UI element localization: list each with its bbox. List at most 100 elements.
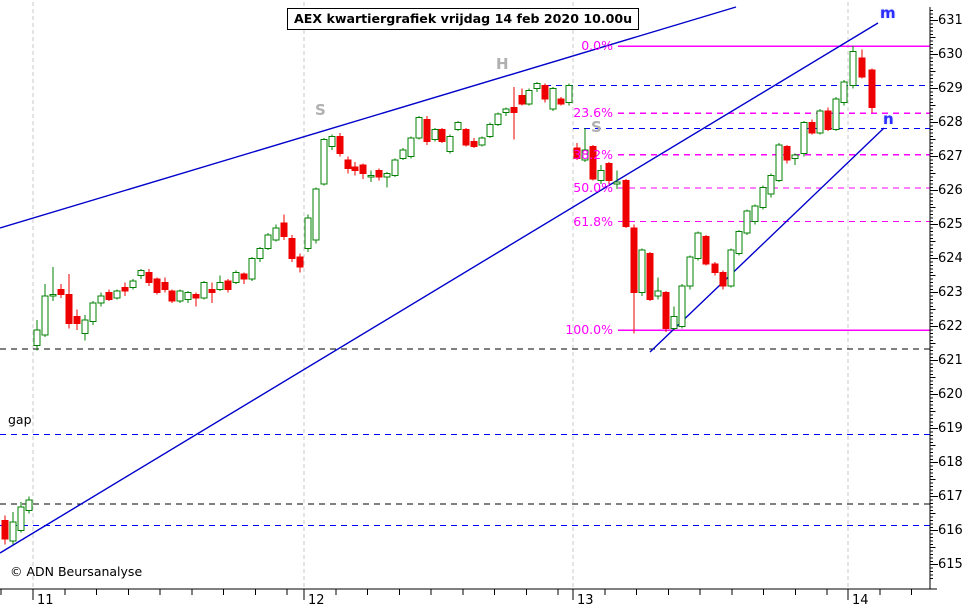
- candle: [486, 122, 494, 138]
- candle: [613, 170, 621, 189]
- candle: [454, 121, 462, 132]
- candle: [9, 512, 17, 545]
- copyright-text: © ADN Beursanalyse: [10, 564, 143, 579]
- candle: [727, 248, 735, 288]
- level-lines: [0, 84, 930, 527]
- fib-label-382: 38.2%: [573, 146, 613, 162]
- candle: [478, 136, 486, 147]
- candle: [200, 280, 208, 300]
- candle: [184, 291, 192, 303]
- right-shoulder-marker: S: [591, 118, 602, 136]
- candle: [605, 161, 613, 184]
- wave-n-label: n: [883, 110, 894, 128]
- candle: [662, 291, 670, 332]
- candle: [65, 274, 73, 329]
- candle: [113, 289, 121, 300]
- candle: [573, 143, 581, 161]
- candle: [121, 282, 129, 297]
- candle: [176, 289, 184, 303]
- y-axis-label: 631: [938, 12, 963, 28]
- candle: [670, 306, 678, 331]
- candle: [312, 187, 320, 244]
- candle: [800, 121, 808, 157]
- candle: [494, 112, 502, 127]
- candle: [832, 97, 840, 132]
- y-axis-label: 618: [938, 454, 963, 470]
- candle: [849, 46, 857, 89]
- candle: [431, 127, 439, 142]
- candle: [375, 168, 383, 181]
- candle: [510, 87, 518, 140]
- candle: [105, 289, 113, 302]
- candle: [129, 279, 137, 290]
- candle: [423, 115, 431, 145]
- candle: [272, 224, 280, 242]
- candle: [694, 231, 702, 261]
- candle: [336, 132, 344, 157]
- candle: [824, 107, 832, 132]
- y-axis-label: 622: [938, 318, 963, 334]
- candle: [759, 185, 767, 210]
- candles: [1, 46, 876, 545]
- candle: [216, 275, 224, 291]
- candle: [549, 87, 557, 111]
- candle: [415, 115, 423, 140]
- fib-label-500: 50.0%: [573, 179, 613, 195]
- candle: [470, 138, 478, 149]
- candle: [565, 83, 573, 106]
- candle: [192, 292, 200, 307]
- candle: [161, 277, 169, 293]
- candle: [638, 248, 646, 297]
- y-axis-label: 620: [938, 386, 963, 402]
- fib-label-1000: 100.0%: [565, 322, 613, 338]
- candle: [775, 143, 783, 183]
- candle: [153, 277, 161, 295]
- candle: [462, 127, 470, 147]
- candle: [518, 88, 526, 106]
- candle: [328, 134, 336, 150]
- trend-lines: [0, 6, 885, 554]
- candle: [840, 80, 848, 106]
- upper-channel-line: [0, 6, 737, 229]
- y-axis-label: 616: [938, 522, 963, 538]
- candle: [589, 144, 597, 181]
- y-axis-label: 628: [938, 114, 963, 130]
- candle: [81, 314, 89, 341]
- candle: [89, 301, 97, 325]
- n-trendline: [649, 127, 885, 353]
- candle: [711, 262, 719, 276]
- day-separators: [32, 2, 849, 588]
- y-axis-label: 625: [938, 216, 963, 232]
- candle: [17, 501, 25, 533]
- candle: [743, 209, 751, 235]
- candle: [858, 49, 866, 79]
- candle: [719, 270, 727, 290]
- candle: [622, 178, 630, 229]
- candle: [97, 292, 105, 307]
- candle: [702, 234, 710, 266]
- candle: [351, 161, 359, 176]
- candle: [137, 268, 145, 280]
- candle: [145, 268, 153, 286]
- candle: [391, 158, 399, 178]
- candle: [25, 496, 33, 514]
- candle: [33, 319, 41, 351]
- candle: [57, 284, 65, 298]
- chart-title-text: AEX kwartiergrafiek vrijdag 14 feb 2020 …: [294, 11, 633, 26]
- y-axis-label: 627: [938, 148, 963, 164]
- candle: [630, 224, 638, 334]
- candle: [767, 173, 775, 198]
- x-axis-label: 11: [37, 593, 54, 608]
- candle: [399, 148, 407, 161]
- candle: [791, 153, 799, 166]
- candle: [783, 144, 791, 164]
- fib-label-236: 23.6%: [573, 105, 613, 121]
- candle: [168, 289, 176, 303]
- y-axis-label: 619: [938, 420, 963, 436]
- candle: [735, 229, 743, 256]
- candle: [296, 253, 304, 273]
- head-marker: H: [496, 55, 509, 73]
- x-axis-label: 12: [308, 593, 325, 608]
- y-axis-label: 626: [938, 182, 963, 198]
